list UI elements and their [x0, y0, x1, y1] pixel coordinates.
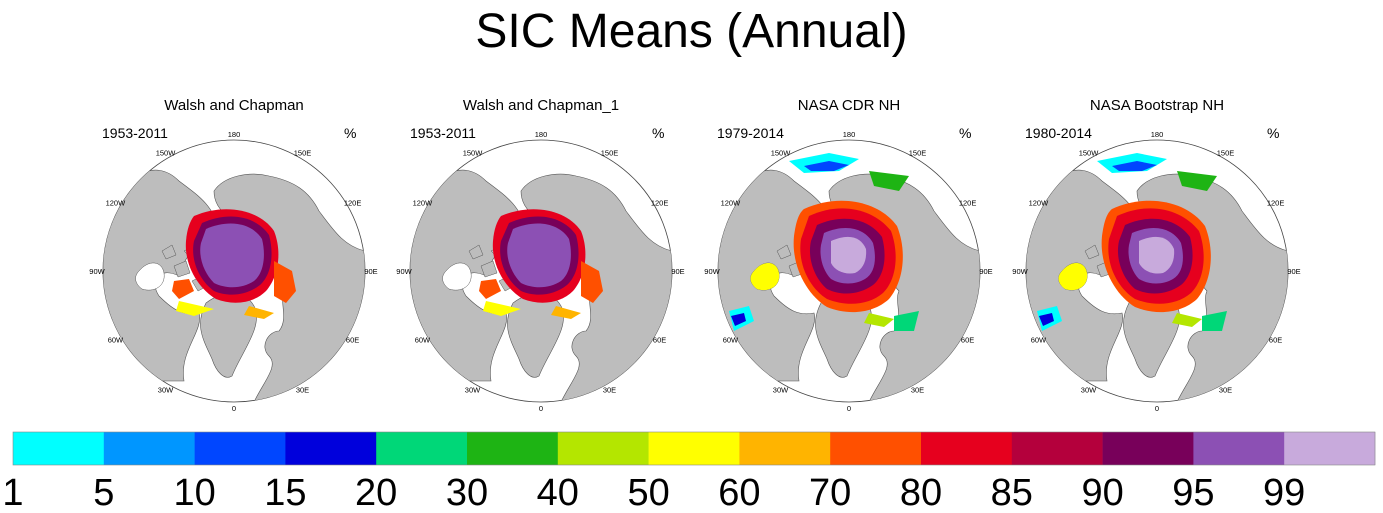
lon-label-60E: 60E	[346, 336, 359, 345]
lon-label-120E: 120E	[344, 199, 362, 208]
lon-label-120W: 120W	[721, 199, 742, 208]
colorbar-label: 70	[809, 472, 851, 513]
colorbar-label: 30	[446, 472, 488, 513]
chart-title: SIC Means (Annual)	[475, 5, 908, 58]
colorbar-frame	[12, 431, 1376, 466]
colorbar-swatch	[103, 432, 195, 465]
colorbar-swatch	[1011, 432, 1103, 465]
lon-label-30W: 30W	[158, 386, 174, 395]
lon-label-60W: 60W	[1031, 336, 1047, 345]
colorbar-swatch	[1284, 432, 1376, 465]
lon-label-30E: 30E	[911, 386, 924, 395]
lon-label-60W: 60W	[415, 336, 431, 345]
lon-label-150E: 150E	[1217, 148, 1235, 157]
colorbar-swatch	[739, 432, 831, 465]
colorbar-swatch	[648, 432, 740, 465]
lon-label-0: 0	[847, 404, 851, 413]
lon-label-90E: 90E	[671, 267, 684, 276]
panel-unit-3: %	[959, 125, 971, 141]
map-panel-2	[409, 139, 673, 403]
lon-label-0: 0	[539, 404, 543, 413]
lon-label-150E: 150E	[601, 148, 619, 157]
colorbar-label: 10	[173, 472, 215, 513]
lon-label-90W: 90W	[1012, 267, 1028, 276]
lon-label-0: 0	[1155, 404, 1159, 413]
lon-label-60W: 60W	[723, 336, 739, 345]
lon-label-120E: 120E	[651, 199, 669, 208]
colorbar-label: 5	[93, 472, 114, 513]
panel-period-1: 1953-2011	[102, 125, 168, 141]
lon-label-90W: 90W	[396, 267, 412, 276]
colorbar-swatch	[13, 432, 105, 465]
longitude-labels: 180 150E 120E 90E 60E 30E 0 30W 60W 90W 120W 150W 18…	[89, 130, 1300, 413]
lon-label-120E: 120E	[959, 199, 977, 208]
colorbar-label: 85	[991, 472, 1033, 513]
colorbar-swatch	[1102, 432, 1194, 465]
panel-title-2: Walsh and Chapman_1	[463, 97, 619, 114]
lon-label-150W: 150W	[156, 148, 177, 157]
lon-label-60E: 60E	[653, 336, 666, 345]
lon-label-90E: 90E	[1287, 267, 1300, 276]
lon-label-90W: 90W	[89, 267, 105, 276]
colorbar-label: 15	[264, 472, 306, 513]
lon-label-120W: 120W	[413, 199, 434, 208]
lon-label-150E: 150E	[294, 148, 312, 157]
colorbar-swatch	[1193, 432, 1285, 465]
map-panel-1	[102, 139, 366, 403]
lon-label-120W: 120W	[1029, 199, 1050, 208]
lon-label-120E: 120E	[1267, 199, 1285, 208]
panel-title-4: NASA Bootstrap NH	[1090, 97, 1224, 114]
lon-label-30E: 30E	[1219, 386, 1232, 395]
panel-unit-1: %	[344, 125, 356, 141]
lon-label-180: 180	[535, 130, 548, 139]
map-panel-4	[1025, 139, 1289, 403]
lon-label-60E: 60E	[1269, 336, 1282, 345]
lon-label-180: 180	[228, 130, 241, 139]
colorbar-swatch	[467, 432, 559, 465]
lon-label-180: 180	[1151, 130, 1164, 139]
colorbar-label: 99	[1263, 472, 1305, 513]
lon-label-150W: 150W	[771, 148, 792, 157]
lon-label-30W: 30W	[465, 386, 481, 395]
panel-period-2: 1953-2011	[410, 125, 476, 141]
lon-label-150W: 150W	[463, 148, 484, 157]
colorbar-label: 60	[718, 472, 760, 513]
colorbar-label: 20	[355, 472, 397, 513]
colorbar-swatch	[557, 432, 649, 465]
panel-period-3: 1979-2014	[717, 125, 784, 141]
panel-unit-4: %	[1267, 125, 1279, 141]
panel-title-3: NASA CDR NH	[798, 97, 901, 114]
lon-label-30E: 30E	[296, 386, 309, 395]
map-panel-3	[717, 139, 981, 403]
lon-label-150E: 150E	[909, 148, 927, 157]
lon-label-150W: 150W	[1079, 148, 1100, 157]
colorbar-swatch	[285, 432, 377, 465]
lon-label-90W: 90W	[704, 267, 720, 276]
colorbar-swatch	[194, 432, 286, 465]
panel-title-1: Walsh and Chapman	[164, 97, 304, 114]
panel-period-4: 1980-2014	[1025, 125, 1092, 141]
colorbar: 1 5 10 15 20 30 40 50 60 70 80 85 90 95 99	[2, 431, 1376, 513]
colorbar-label: 80	[900, 472, 942, 513]
panel-unit-2: %	[652, 125, 664, 141]
colorbar-label: 50	[627, 472, 669, 513]
lon-label-30W: 30W	[1081, 386, 1097, 395]
lon-label-60E: 60E	[961, 336, 974, 345]
lon-label-90E: 90E	[364, 267, 377, 276]
lon-label-0: 0	[232, 404, 236, 413]
colorbar-label: 90	[1081, 472, 1123, 513]
lon-label-90E: 90E	[979, 267, 992, 276]
lon-label-60W: 60W	[108, 336, 124, 345]
lon-label-30E: 30E	[603, 386, 616, 395]
lon-label-30W: 30W	[773, 386, 789, 395]
colorbar-label: 40	[537, 472, 579, 513]
colorbar-swatch	[376, 432, 468, 465]
colorbar-swatch	[830, 432, 922, 465]
colorbar-label: 95	[1172, 472, 1214, 513]
lon-label-120W: 120W	[106, 199, 127, 208]
colorbar-label: 1	[2, 472, 23, 513]
colorbar-swatch	[921, 432, 1013, 465]
lon-label-180: 180	[843, 130, 856, 139]
